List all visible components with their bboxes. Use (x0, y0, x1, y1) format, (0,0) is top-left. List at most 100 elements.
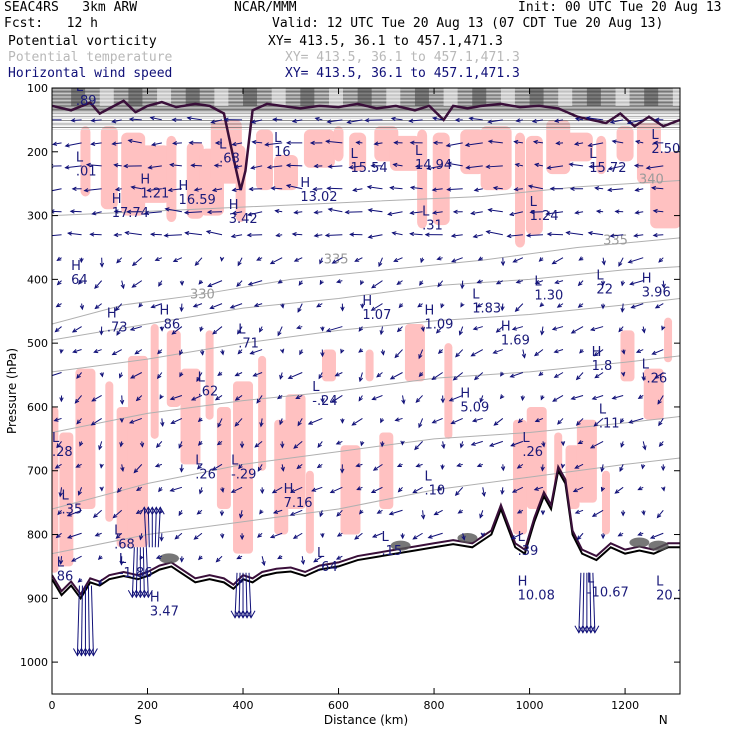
wind-vector (274, 209, 283, 214)
wind-vector (531, 118, 544, 124)
wind-vector (618, 257, 624, 267)
pv-extremum-value: .39 (518, 544, 539, 559)
wind-vector (269, 257, 283, 265)
wind-vector (53, 417, 62, 422)
pv-shading-patch (321, 349, 336, 382)
pv-extremum: H3.96 (642, 272, 671, 301)
wind-vector (58, 487, 63, 498)
pv-extremum: L.11 (599, 402, 620, 431)
wind-vector (445, 142, 463, 148)
wind-vector (327, 164, 343, 169)
x-end-label-north: N (659, 713, 668, 727)
wind-vector (366, 185, 383, 190)
pv-extremum-value: 5.09 (460, 400, 489, 415)
pv-extremum: H1.69 (501, 319, 530, 348)
wind-vector (56, 256, 62, 262)
wind-vector (119, 417, 124, 423)
wind-vector (335, 440, 343, 445)
wind-vector (54, 463, 62, 469)
wind-vector (169, 394, 183, 401)
wind-vector (614, 486, 624, 494)
pv-extremum-type: L (62, 488, 70, 503)
wind-vector (238, 464, 243, 470)
wind-vector (170, 417, 183, 424)
wind-vector (556, 303, 564, 308)
wind-vector (393, 257, 403, 262)
wind-vector (287, 372, 303, 379)
pv-extremum-value: 1.83 (472, 302, 501, 317)
y-tick-label: 900 (27, 592, 48, 605)
pv-extremum-value: 2.50 (651, 142, 680, 157)
wind-vector (600, 533, 606, 540)
wind-vector (160, 418, 165, 428)
pv-extremum-value: 1.21 (140, 187, 169, 202)
pv-extremum-value: .15 (382, 544, 403, 559)
wind-vector (58, 556, 64, 565)
wind-vector (387, 211, 403, 216)
pv-extremum: L.71 (238, 323, 259, 352)
wind-vector (135, 509, 143, 514)
stratosphere-patch (185, 88, 200, 106)
wind-vector (400, 533, 405, 540)
wind-vector (593, 418, 604, 427)
wind-vector (619, 464, 624, 473)
wind-vector (446, 161, 463, 167)
pv-extremum-type: L (596, 268, 604, 283)
wind-vector (113, 209, 122, 214)
pv-shading-patch (166, 135, 177, 222)
fcst-label: Fcst: 12 h (4, 16, 98, 31)
wind-vector (465, 165, 483, 170)
stratosphere-patch (271, 88, 286, 106)
wind-vector (577, 440, 584, 445)
wind-vector (652, 232, 664, 238)
wind-vector (437, 280, 444, 288)
pv-shading-patch (59, 432, 74, 567)
stratosphere-patch (214, 88, 229, 106)
wind-vector (371, 532, 383, 538)
wind-vector (316, 303, 323, 308)
wind-vector (251, 140, 263, 145)
wind-vector (409, 210, 423, 215)
wind-vector-strong (246, 572, 256, 619)
wind-vector (500, 487, 505, 496)
wind-vector (59, 395, 64, 403)
wind-vector (291, 232, 303, 237)
wind-vector (211, 463, 223, 471)
wind-vector (52, 141, 62, 146)
pv-extremum: H.86 (159, 303, 180, 332)
y-tick-label: 300 (27, 210, 48, 223)
wind-vector (156, 372, 163, 380)
wind-vector (98, 441, 103, 451)
wind-vector (190, 163, 202, 168)
wind-vector (214, 395, 223, 401)
pv-extremum-value: 14.94 (415, 158, 452, 173)
wind-vector (174, 532, 183, 540)
wind-vector (432, 140, 443, 145)
wind-vector (159, 394, 164, 400)
wind-vector (487, 208, 503, 213)
wind-vector (472, 326, 483, 331)
wind-vector (470, 349, 484, 357)
wind-vector (358, 372, 363, 383)
wind-vector (149, 116, 162, 121)
theta-contour (52, 457, 680, 555)
wind-vector (280, 464, 285, 472)
field-theta-name: Potential temperature (8, 50, 173, 65)
wind-vector (569, 186, 584, 191)
wind-vector (54, 326, 62, 333)
stratosphere-patch (99, 88, 114, 106)
wind-vector (367, 208, 383, 213)
pv-extremum-type: H (460, 386, 470, 401)
wind-vector (336, 509, 343, 517)
wind-vector (231, 210, 243, 215)
stratosphere-patch (500, 88, 515, 106)
wind-vector (479, 510, 484, 519)
pv-shading (52, 119, 680, 573)
wind-vector (70, 118, 82, 123)
theta-label: 335 (603, 233, 628, 248)
wind-vector (658, 441, 664, 448)
wind-vector (234, 418, 243, 427)
pv-extremum-type: L (530, 195, 538, 210)
wind-vector (56, 280, 62, 286)
